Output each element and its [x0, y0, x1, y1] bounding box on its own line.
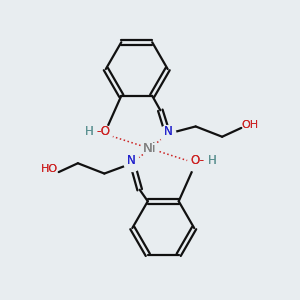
Text: H: H [208, 154, 216, 167]
Text: H: H [85, 125, 93, 138]
Circle shape [142, 140, 158, 157]
Text: HO: HO [41, 164, 58, 174]
Text: -O: -O [96, 125, 110, 138]
Text: -O: -O [96, 125, 110, 138]
Text: N: N [128, 154, 136, 167]
Text: N: N [128, 154, 136, 167]
Text: O-: O- [190, 154, 204, 167]
Circle shape [96, 126, 112, 142]
Text: N: N [164, 125, 172, 138]
Circle shape [188, 155, 204, 172]
Circle shape [159, 126, 176, 142]
Text: N: N [164, 125, 172, 138]
Text: H: H [85, 125, 93, 138]
Text: Ni: Ni [143, 142, 157, 155]
Text: O-: O- [190, 154, 204, 167]
Text: OH: OH [241, 120, 258, 130]
Text: Ni: Ni [143, 142, 157, 155]
Text: HO: HO [41, 164, 58, 174]
Text: OH: OH [241, 120, 258, 130]
Text: H: H [208, 154, 216, 167]
Circle shape [124, 155, 141, 172]
